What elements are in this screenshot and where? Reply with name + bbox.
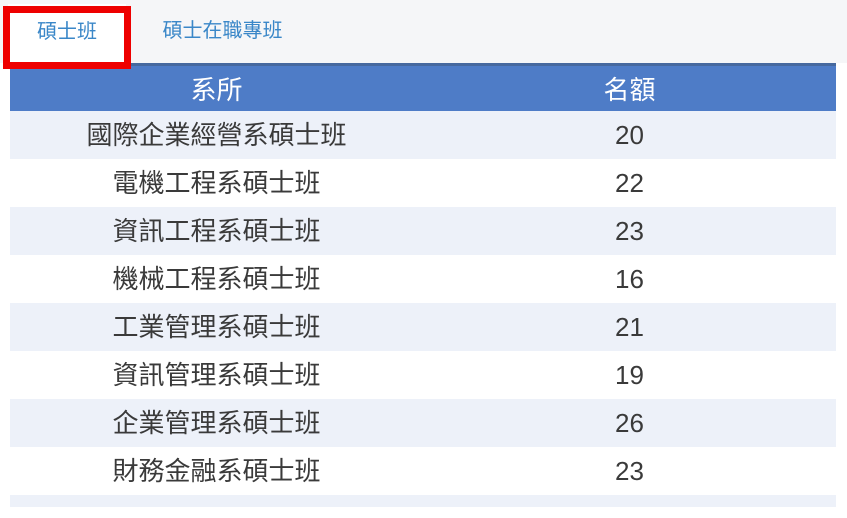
table-row-partial	[10, 495, 836, 507]
department-cell: 國際企業經營系碩士班	[86, 120, 347, 150]
quota-cell: 22	[615, 168, 644, 198]
tab-masters-inservice-program[interactable]: 碩士在職專班	[162, 20, 283, 42]
quota-cell: 16	[615, 264, 644, 294]
quota-cell: 23	[615, 456, 644, 486]
tab-masters-program[interactable]: 碩士班	[8, 4, 126, 63]
table-row: 財務金融系碩士班 23	[10, 447, 836, 495]
table-row: 國際企業經營系碩士班 20	[10, 111, 836, 159]
quota-cell: 23	[615, 216, 644, 246]
department-cell: 財務金融系碩士班	[112, 456, 321, 486]
column-header-department: 系所	[10, 63, 423, 111]
department-cell: 電機工程系碩士班	[112, 168, 321, 198]
table-row: 電機工程系碩士班 22	[10, 159, 836, 207]
department-cell	[10, 495, 423, 507]
department-cell: 企業管理系碩士班	[112, 408, 321, 438]
table-row: 工業管理系碩士班 21	[10, 303, 836, 351]
table-row: 企業管理系碩士班 26	[10, 399, 836, 447]
tab-bar: 碩士班 碩士在職專班	[0, 0, 847, 63]
quota-cell: 26	[615, 408, 644, 438]
column-header-quota: 名額	[423, 63, 836, 111]
table-header-row: 系所 名額	[10, 63, 836, 111]
table-row: 資訊管理系碩士班 19	[10, 351, 836, 399]
department-cell: 工業管理系碩士班	[112, 312, 321, 342]
department-cell: 資訊管理系碩士班	[112, 360, 321, 390]
admission-quota-table: 系所 名額 國際企業經營系碩士班 20 電機工程系碩士班 22 資訊工程系碩士班…	[10, 63, 836, 507]
quota-cell	[423, 495, 836, 507]
department-cell: 資訊工程系碩士班	[112, 216, 321, 246]
quota-cell: 21	[615, 312, 644, 342]
table-row: 資訊工程系碩士班 23	[10, 207, 836, 255]
table-row: 機械工程系碩士班 16	[10, 255, 836, 303]
quota-cell: 19	[615, 360, 644, 390]
quota-cell: 20	[615, 120, 644, 150]
department-cell: 機械工程系碩士班	[112, 264, 321, 294]
